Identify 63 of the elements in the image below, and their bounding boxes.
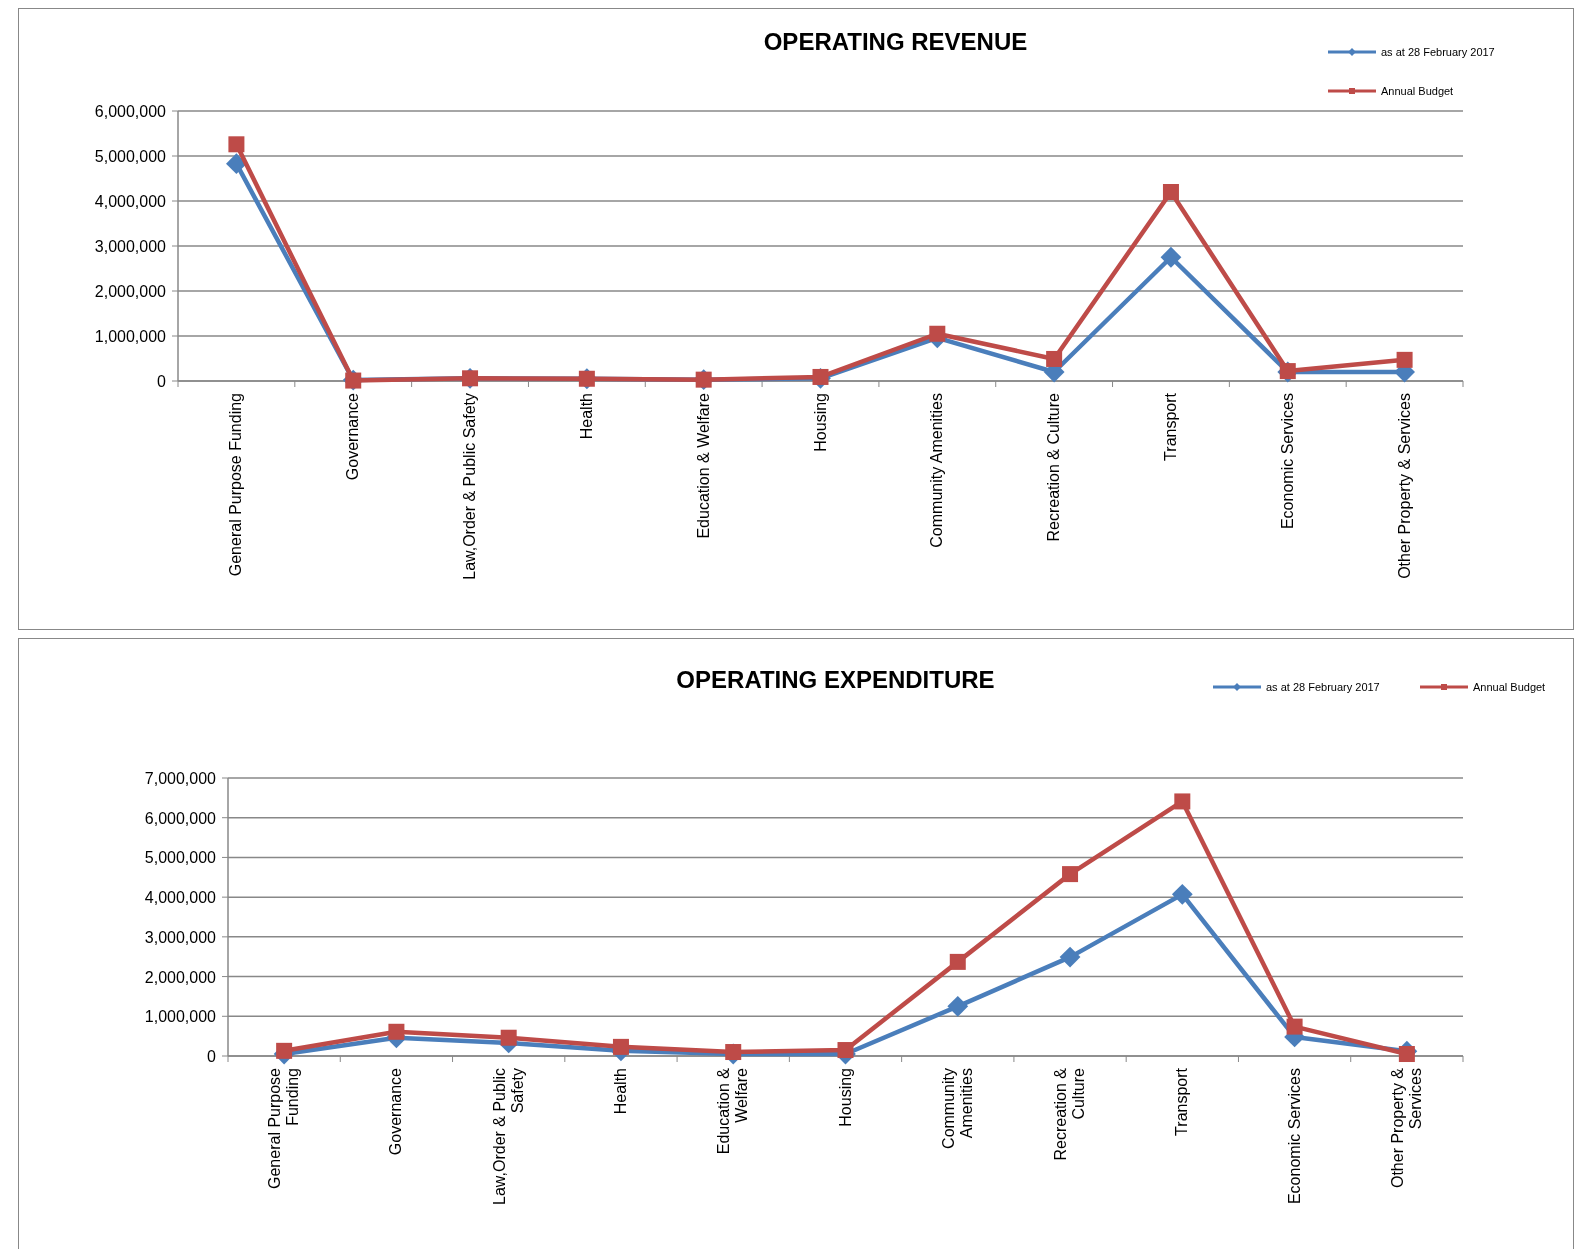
- point: [1059, 946, 1081, 968]
- x-tick-label: Housing: [811, 393, 829, 452]
- x-tick-label: Community Amenities: [928, 393, 946, 548]
- chart-title: OPERATING EXPENDITURE: [676, 666, 995, 693]
- y-tick-label: 0: [207, 1048, 217, 1065]
- x-tick-label: Law,Order & Public Safety: [461, 393, 479, 580]
- x-tick-label: Housing: [836, 1068, 854, 1127]
- point: [276, 1042, 293, 1059]
- x-tick-label: Community Amenities: [939, 1068, 975, 1149]
- point: [1398, 1046, 1415, 1063]
- point: [1171, 883, 1193, 905]
- legend-label: Annual Budget: [1473, 681, 1546, 693]
- x-tick-label: Other Property & Services: [1395, 393, 1413, 579]
- y-tick-label: 5,000,000: [144, 849, 217, 867]
- legend-label: as at 28 February 2017: [1381, 46, 1495, 58]
- point: [1162, 184, 1179, 200]
- point: [1046, 350, 1063, 367]
- point: [1174, 793, 1191, 810]
- point: [612, 1038, 629, 1055]
- point: [949, 953, 966, 970]
- x-tick-label: Other Property & Services: [1388, 1067, 1424, 1189]
- y-tick-label: 3,000,000: [144, 928, 217, 946]
- x-tick-label: Health: [611, 1068, 629, 1115]
- point: [226, 153, 247, 175]
- x-tick-label: Economic Services: [1285, 1068, 1303, 1205]
- y-tick-label: 3,000,000: [94, 238, 167, 255]
- x-tick-label: Education & Welfare: [715, 1067, 751, 1155]
- point: [947, 995, 969, 1017]
- y-tick-label: 2,000,000: [94, 283, 167, 300]
- x-tick-label: Health: [577, 393, 595, 440]
- x-tick-label: Economic Services: [1278, 393, 1296, 530]
- y-tick-label: 6,000,000: [144, 809, 217, 827]
- x-tick-label: Education & Welfare: [694, 392, 712, 539]
- point: [837, 1042, 854, 1059]
- y-tick-label: 5,000,000: [94, 148, 167, 165]
- point: [1286, 1018, 1303, 1035]
- y-tick-label: 4,000,000: [144, 889, 217, 907]
- point: [1062, 866, 1079, 883]
- x-tick-label: General Purpose Funding: [266, 1067, 302, 1189]
- legend-label: Annual Budget: [1381, 85, 1454, 97]
- x-tick-label: Law,Order & Public Safety: [490, 1068, 526, 1205]
- x-tick-label: Transport: [1161, 392, 1179, 461]
- x-tick-label: Recreation & Culture: [1045, 392, 1063, 542]
- y-tick-label: 1,000,000: [144, 1008, 217, 1026]
- point: [1160, 246, 1182, 268]
- x-tick-label: Governance: [387, 1067, 405, 1156]
- point: [388, 1023, 405, 1040]
- x-tick-label: Recreation & Culture: [1052, 1067, 1088, 1161]
- x-tick-label: Transport: [1173, 1067, 1191, 1136]
- point: [1396, 351, 1413, 368]
- x-tick-label: General Purpose Funding: [227, 393, 245, 577]
- y-tick-label: 0: [157, 373, 167, 390]
- chart-title: OPERATING REVENUE: [763, 28, 1028, 55]
- y-tick-label: 1,000,000: [94, 328, 167, 345]
- y-tick-label: 6,000,000: [94, 103, 167, 120]
- point: [500, 1029, 517, 1046]
- point: [929, 325, 946, 342]
- y-tick-label: 4,000,000: [94, 193, 167, 210]
- y-tick-label: 2,000,000: [144, 968, 217, 986]
- y-tick-label: 7,000,000: [144, 770, 217, 787]
- point: [228, 136, 245, 153]
- legend-label: as at 28 February 2017: [1266, 681, 1380, 693]
- x-tick-label: Governance: [344, 392, 362, 481]
